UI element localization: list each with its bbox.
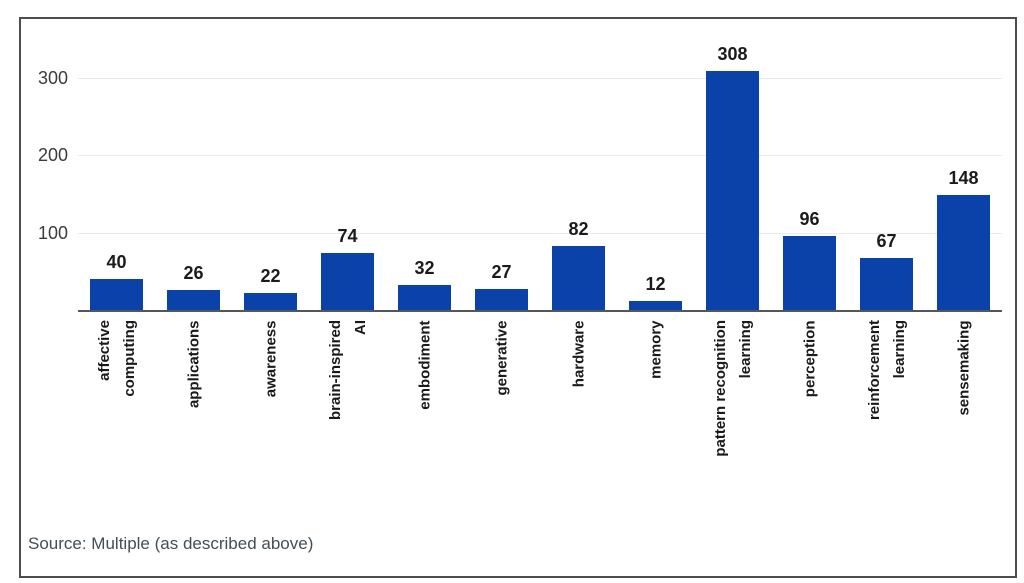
x-category-label: perception (797, 320, 822, 540)
bar (937, 195, 990, 310)
x-category-label-line: learning (890, 320, 908, 379)
x-category-label: embodiment (412, 320, 437, 540)
x-category-label: memory (643, 320, 668, 540)
x-category-label-line: generative (493, 320, 510, 396)
y-gridline (78, 78, 1002, 79)
x-category-label-line: sensemaking (955, 320, 972, 416)
bar (783, 236, 836, 310)
bar-value-label: 12 (645, 274, 666, 294)
bar-value-label: 26 (183, 263, 204, 283)
plot-area: 100 200 300 40 affective computing 26 applicati… (21, 19, 1015, 576)
x-category-label: affective computing (92, 320, 142, 540)
x-axis-line (78, 310, 1002, 312)
bar-value-label: 40 (106, 252, 127, 272)
x-category-label: applications (181, 320, 206, 540)
x-category-label-line: perception (801, 320, 818, 397)
y-gridline (78, 155, 1002, 156)
bar (90, 279, 143, 310)
x-category-label: hardware (566, 320, 591, 540)
x-category-label-line: hardware (570, 320, 587, 387)
x-category-label-line: pattern recognition (711, 320, 729, 457)
bar-value-label: 67 (876, 231, 897, 251)
x-category-label-line: brain-inspired (326, 320, 344, 421)
bar-value-label: 308 (717, 44, 748, 64)
bar-value-label: 74 (337, 226, 358, 246)
x-category-label-line: awareness (262, 320, 279, 397)
y-tick-label: 200 (37, 145, 68, 165)
x-category-label: sensemaking (951, 320, 976, 540)
bar (244, 293, 297, 310)
bar (398, 285, 451, 310)
x-category-label-line: applications (185, 320, 202, 408)
bar-value-label: 148 (948, 168, 979, 188)
x-category-label: pattern recognition learning (708, 320, 758, 540)
x-category-label: generative (489, 320, 514, 540)
source-note: Source: Multiple (as described above) (28, 534, 314, 553)
bar (321, 253, 374, 310)
bar (629, 301, 682, 310)
chart-frame: 100 200 300 40 affective computing 26 applicati… (19, 17, 1017, 578)
bar-value-label: 82 (568, 219, 589, 239)
bar (552, 246, 605, 310)
x-category-label: awareness (258, 320, 283, 540)
bar-value-label: 27 (491, 262, 512, 282)
bar (860, 258, 913, 310)
x-category-label-line: memory (647, 320, 664, 379)
y-gridline (78, 233, 1002, 234)
bar-value-label: 96 (799, 209, 820, 229)
x-category-label: brain-inspired AI (323, 320, 373, 540)
bar-value-label: 22 (260, 266, 281, 286)
x-category-label-line: embodiment (416, 320, 433, 410)
x-category-label-line: affective (95, 320, 113, 381)
y-tick-label: 300 (37, 68, 68, 88)
x-category-label-line: learning (736, 320, 754, 379)
bar-value-label: 32 (414, 258, 435, 278)
bar (475, 289, 528, 310)
x-category-label: reinforcement learning (862, 320, 912, 540)
x-category-label-line: reinforcement (865, 320, 883, 421)
x-category-label-line: computing (120, 320, 138, 397)
y-tick-label: 100 (37, 223, 68, 243)
x-category-label-line: AI (351, 320, 369, 335)
bar (167, 290, 220, 310)
bar (706, 71, 759, 310)
